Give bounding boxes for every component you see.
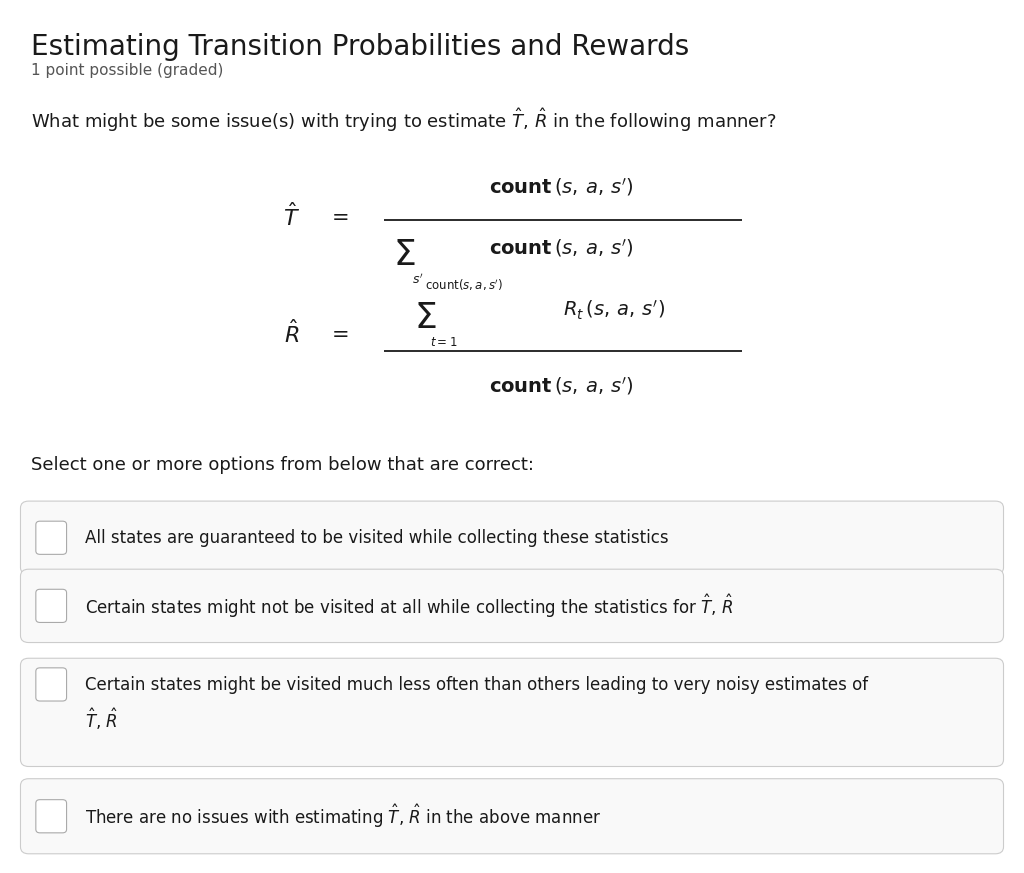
Text: $\mathbf{count}\,(s,\, a,\, s^\prime)$: $\mathbf{count}\,(s,\, a,\, s^\prime)$ [488,237,634,259]
Text: $\Sigma$: $\Sigma$ [414,301,436,334]
Text: $R_t\,(s,\, a,\, s^\prime)$: $R_t\,(s,\, a,\, s^\prime)$ [563,299,666,322]
FancyBboxPatch shape [20,501,1004,574]
Text: $\mathbf{count}\,(s,\, a,\, s^\prime)$: $\mathbf{count}\,(s,\, a,\, s^\prime)$ [488,175,634,198]
FancyBboxPatch shape [20,569,1004,643]
Text: 1 point possible (graded): 1 point possible (graded) [31,63,223,78]
Text: $\mathrm{count}(s,a,s^\prime)$: $\mathrm{count}(s,a,s^\prime)$ [425,278,503,293]
Text: $s'$: $s'$ [412,272,424,286]
Text: $=$: $=$ [328,324,348,343]
Text: $t{=}1$: $t{=}1$ [430,336,458,348]
Text: There are no issues with estimating $\hat{T}$, $\hat{R}$ in the above manner: There are no issues with estimating $\ha… [85,802,601,830]
Text: Estimating Transition Probabilities and Rewards: Estimating Transition Probabilities and … [31,33,689,61]
FancyBboxPatch shape [20,658,1004,766]
Text: $\Sigma$: $\Sigma$ [393,238,416,272]
Text: What might be some issue(s) with trying to estimate $\hat{T}$, $\hat{R}$ in the : What might be some issue(s) with trying … [31,107,776,134]
Text: $\mathbf{count}\,(s,\, a,\, s^\prime)$: $\mathbf{count}\,(s,\, a,\, s^\prime)$ [488,375,634,397]
FancyBboxPatch shape [20,779,1004,854]
FancyBboxPatch shape [36,668,67,701]
Text: Certain states might be visited much less often than others leading to very nois: Certain states might be visited much les… [85,676,868,732]
Text: $\hat{T}$: $\hat{T}$ [284,202,300,230]
Text: $\hat{R}$: $\hat{R}$ [285,320,299,347]
Text: Select one or more options from below that are correct:: Select one or more options from below th… [31,456,534,474]
Text: Certain states might not be visited at all while collecting the statistics for $: Certain states might not be visited at a… [85,592,733,620]
FancyBboxPatch shape [36,589,67,622]
Text: All states are guaranteed to be visited while collecting these statistics: All states are guaranteed to be visited … [85,529,669,546]
Text: $=$: $=$ [328,206,348,225]
FancyBboxPatch shape [36,521,67,554]
FancyBboxPatch shape [36,800,67,833]
